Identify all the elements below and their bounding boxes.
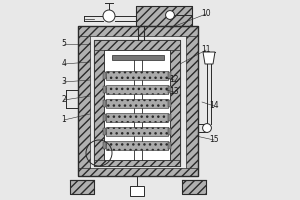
Text: 14: 14 [209, 102, 219, 110]
Bar [130, 186, 144, 196]
Text: 1: 1 [61, 116, 66, 124]
Text: 4: 4 [61, 60, 66, 68]
Bar [106, 99, 168, 108]
Text: 13: 13 [169, 88, 179, 97]
Bar [94, 40, 180, 50]
Bar [168, 72, 171, 79]
Bar [70, 180, 94, 194]
Text: 5: 5 [61, 40, 66, 48]
Bar [94, 42, 104, 166]
Bar [78, 26, 198, 36]
Circle shape [103, 10, 115, 22]
Bar [168, 142, 171, 149]
Bar [103, 114, 106, 121]
Circle shape [166, 11, 174, 19]
Text: 11: 11 [201, 46, 211, 54]
Bar [70, 180, 94, 194]
Bar [106, 71, 168, 80]
Bar [168, 128, 171, 135]
Bar [78, 32, 90, 176]
Bar [103, 128, 106, 135]
Bar [136, 6, 192, 26]
Text: 3: 3 [61, 77, 66, 86]
Bar [94, 160, 180, 166]
Bar [186, 32, 198, 176]
Text: 2: 2 [61, 96, 66, 104]
Text: 12: 12 [169, 75, 179, 84]
Bar [103, 86, 106, 93]
Bar [168, 86, 171, 93]
Bar [103, 100, 106, 107]
Bar [170, 42, 180, 166]
Text: 10: 10 [201, 9, 211, 19]
Bar [78, 26, 198, 176]
Bar [168, 100, 171, 107]
Bar [106, 141, 168, 150]
Bar [78, 168, 198, 176]
Bar [104, 50, 170, 160]
Polygon shape [203, 52, 215, 64]
Bar [182, 180, 206, 194]
Bar [103, 72, 106, 79]
Circle shape [202, 124, 211, 132]
Text: 15: 15 [209, 136, 219, 144]
Bar [106, 113, 168, 122]
Bar [182, 180, 206, 194]
Bar [136, 6, 192, 26]
Bar [168, 114, 171, 121]
Bar [103, 142, 106, 149]
Bar [106, 127, 168, 136]
Bar [112, 55, 164, 60]
Bar [106, 85, 168, 94]
Bar [94, 40, 180, 166]
